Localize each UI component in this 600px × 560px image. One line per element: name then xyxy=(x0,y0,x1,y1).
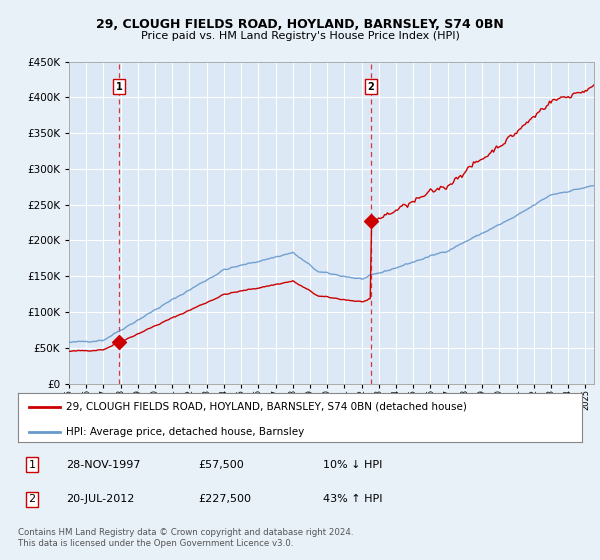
Text: 2: 2 xyxy=(368,82,374,92)
Text: HPI: Average price, detached house, Barnsley: HPI: Average price, detached house, Barn… xyxy=(66,427,304,437)
Text: Price paid vs. HM Land Registry's House Price Index (HPI): Price paid vs. HM Land Registry's House … xyxy=(140,31,460,41)
Text: 10% ↓ HPI: 10% ↓ HPI xyxy=(323,460,382,470)
Text: Contains HM Land Registry data © Crown copyright and database right 2024.: Contains HM Land Registry data © Crown c… xyxy=(18,528,353,536)
Text: This data is licensed under the Open Government Licence v3.0.: This data is licensed under the Open Gov… xyxy=(18,539,293,548)
Point xyxy=(366,216,376,225)
Text: 20-JUL-2012: 20-JUL-2012 xyxy=(66,494,134,505)
Text: 1: 1 xyxy=(29,460,35,470)
Text: £57,500: £57,500 xyxy=(199,460,244,470)
Text: 1: 1 xyxy=(116,82,122,92)
Text: 29, CLOUGH FIELDS ROAD, HOYLAND, BARNSLEY, S74 0BN (detached house): 29, CLOUGH FIELDS ROAD, HOYLAND, BARNSLE… xyxy=(66,402,467,412)
Text: 28-NOV-1997: 28-NOV-1997 xyxy=(66,460,140,470)
Point xyxy=(115,338,124,347)
Text: 2: 2 xyxy=(29,494,35,505)
Text: £227,500: £227,500 xyxy=(199,494,251,505)
Text: 29, CLOUGH FIELDS ROAD, HOYLAND, BARNSLEY, S74 0BN: 29, CLOUGH FIELDS ROAD, HOYLAND, BARNSLE… xyxy=(96,18,504,31)
Text: 43% ↑ HPI: 43% ↑ HPI xyxy=(323,494,382,505)
